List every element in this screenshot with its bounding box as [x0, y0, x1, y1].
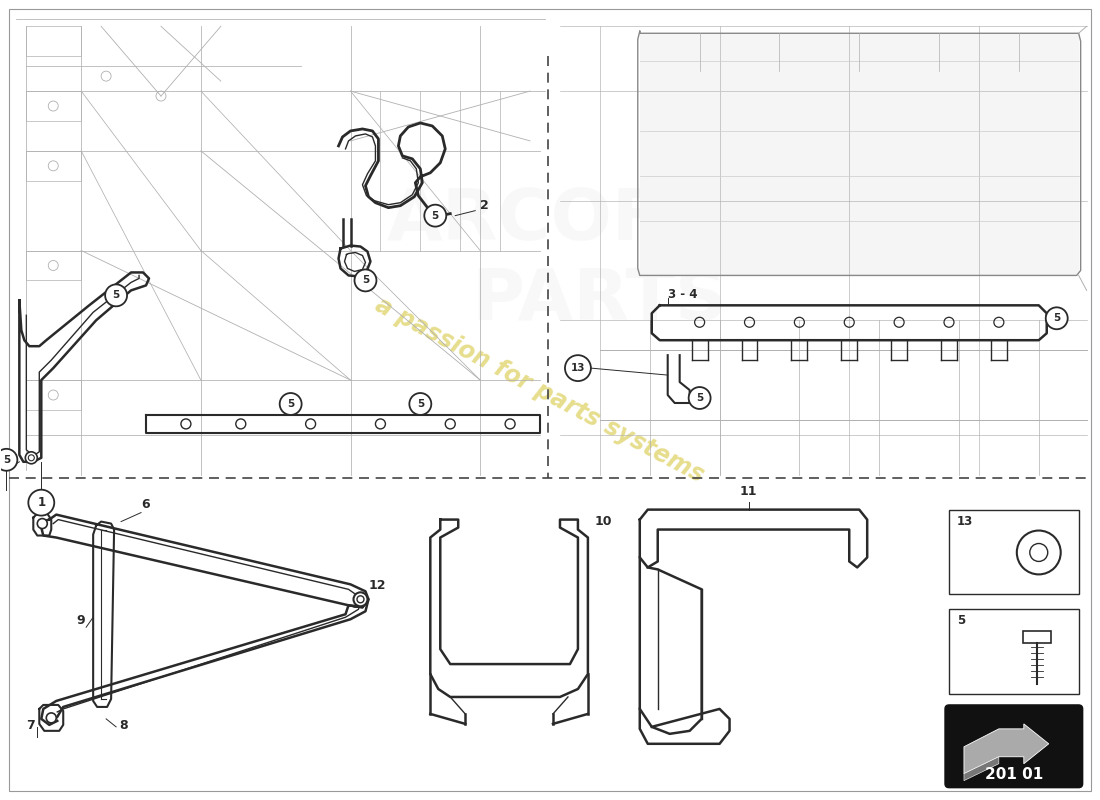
Bar — [26, 380, 81, 410]
Circle shape — [1046, 307, 1068, 330]
Circle shape — [29, 490, 54, 515]
Text: 5: 5 — [957, 614, 965, 627]
Text: 5: 5 — [362, 275, 370, 286]
Circle shape — [409, 393, 431, 415]
Bar — [26, 250, 81, 281]
Text: 11: 11 — [739, 485, 757, 498]
Text: 5: 5 — [3, 454, 10, 465]
Bar — [26, 26, 81, 56]
Polygon shape — [964, 724, 1048, 774]
Circle shape — [279, 393, 301, 415]
Text: 1: 1 — [37, 496, 45, 509]
Bar — [1023, 631, 1050, 643]
Text: 2: 2 — [481, 198, 488, 212]
Circle shape — [46, 713, 56, 723]
Bar — [640, 34, 1079, 275]
Bar — [26, 91, 81, 121]
Text: 201 01: 201 01 — [984, 767, 1043, 782]
Circle shape — [37, 518, 47, 529]
Bar — [949, 610, 1079, 694]
Text: 9: 9 — [76, 614, 85, 627]
Text: ARCOFLEX
PARTS: ARCOFLEX PARTS — [387, 186, 813, 335]
Text: 12: 12 — [368, 579, 386, 592]
Text: a passion for parts systems: a passion for parts systems — [372, 293, 708, 487]
Polygon shape — [964, 757, 999, 781]
Text: 5: 5 — [1053, 314, 1060, 323]
Text: 10: 10 — [595, 514, 613, 527]
Circle shape — [565, 355, 591, 381]
Text: 13: 13 — [571, 363, 585, 373]
Text: 5: 5 — [696, 393, 703, 403]
Text: 5: 5 — [287, 399, 295, 409]
Circle shape — [106, 285, 128, 306]
Text: 5: 5 — [112, 290, 120, 300]
Text: 13: 13 — [957, 514, 974, 527]
Circle shape — [0, 449, 18, 470]
Circle shape — [1016, 530, 1060, 574]
Bar — [26, 151, 81, 181]
Text: 5: 5 — [431, 210, 439, 221]
Text: 3 - 4: 3 - 4 — [668, 288, 697, 302]
Circle shape — [689, 387, 711, 409]
Text: 7: 7 — [26, 719, 35, 732]
Circle shape — [353, 592, 367, 606]
Bar — [949, 510, 1079, 594]
FancyBboxPatch shape — [945, 705, 1082, 788]
Circle shape — [25, 452, 37, 464]
Text: 5: 5 — [417, 399, 424, 409]
Circle shape — [1030, 543, 1047, 562]
Circle shape — [425, 205, 447, 226]
Circle shape — [354, 270, 376, 291]
Text: 6: 6 — [141, 498, 150, 510]
Text: 8: 8 — [119, 719, 128, 732]
